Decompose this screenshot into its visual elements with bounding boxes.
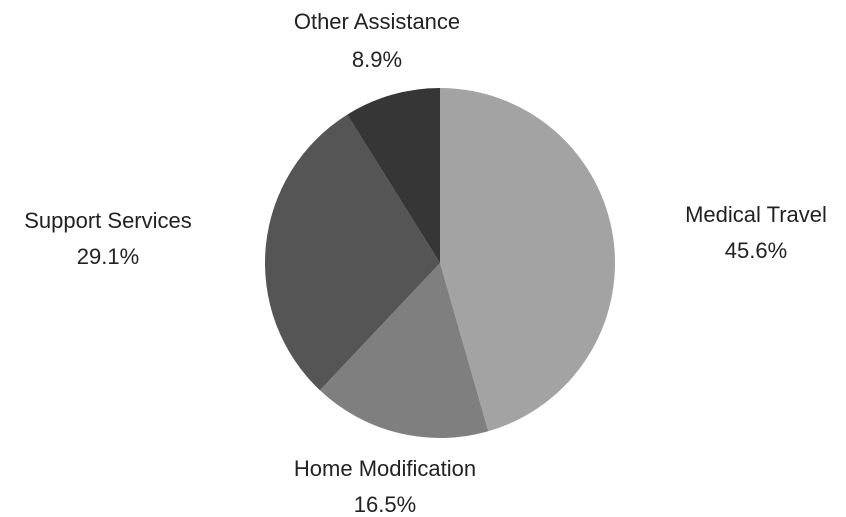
slice-label-other-assistance: Other Assistance <box>294 9 460 34</box>
pie-slices <box>265 88 615 438</box>
slice-value-home-modification: 16.5% <box>354 492 416 517</box>
pie-slice-home-modification <box>319 263 489 438</box>
slice-value-other-assistance: 8.9% <box>352 47 402 72</box>
pie-labels: Medical Travel 45.6% Home Modification 16.5… <box>24 9 827 517</box>
slice-label-medical-travel: Medical Travel <box>685 202 827 227</box>
slice-label-home-modification: Home Modification <box>294 456 476 481</box>
slice-label-support-services: Support Services <box>24 208 192 233</box>
pie-slice-other-assistance <box>347 88 440 263</box>
slice-value-support-services: 29.1% <box>77 244 139 269</box>
slice-value-medical-travel: 45.6% <box>725 238 787 263</box>
pie-slice-medical-travel <box>440 88 615 432</box>
pie-slice-support-services <box>265 114 440 391</box>
